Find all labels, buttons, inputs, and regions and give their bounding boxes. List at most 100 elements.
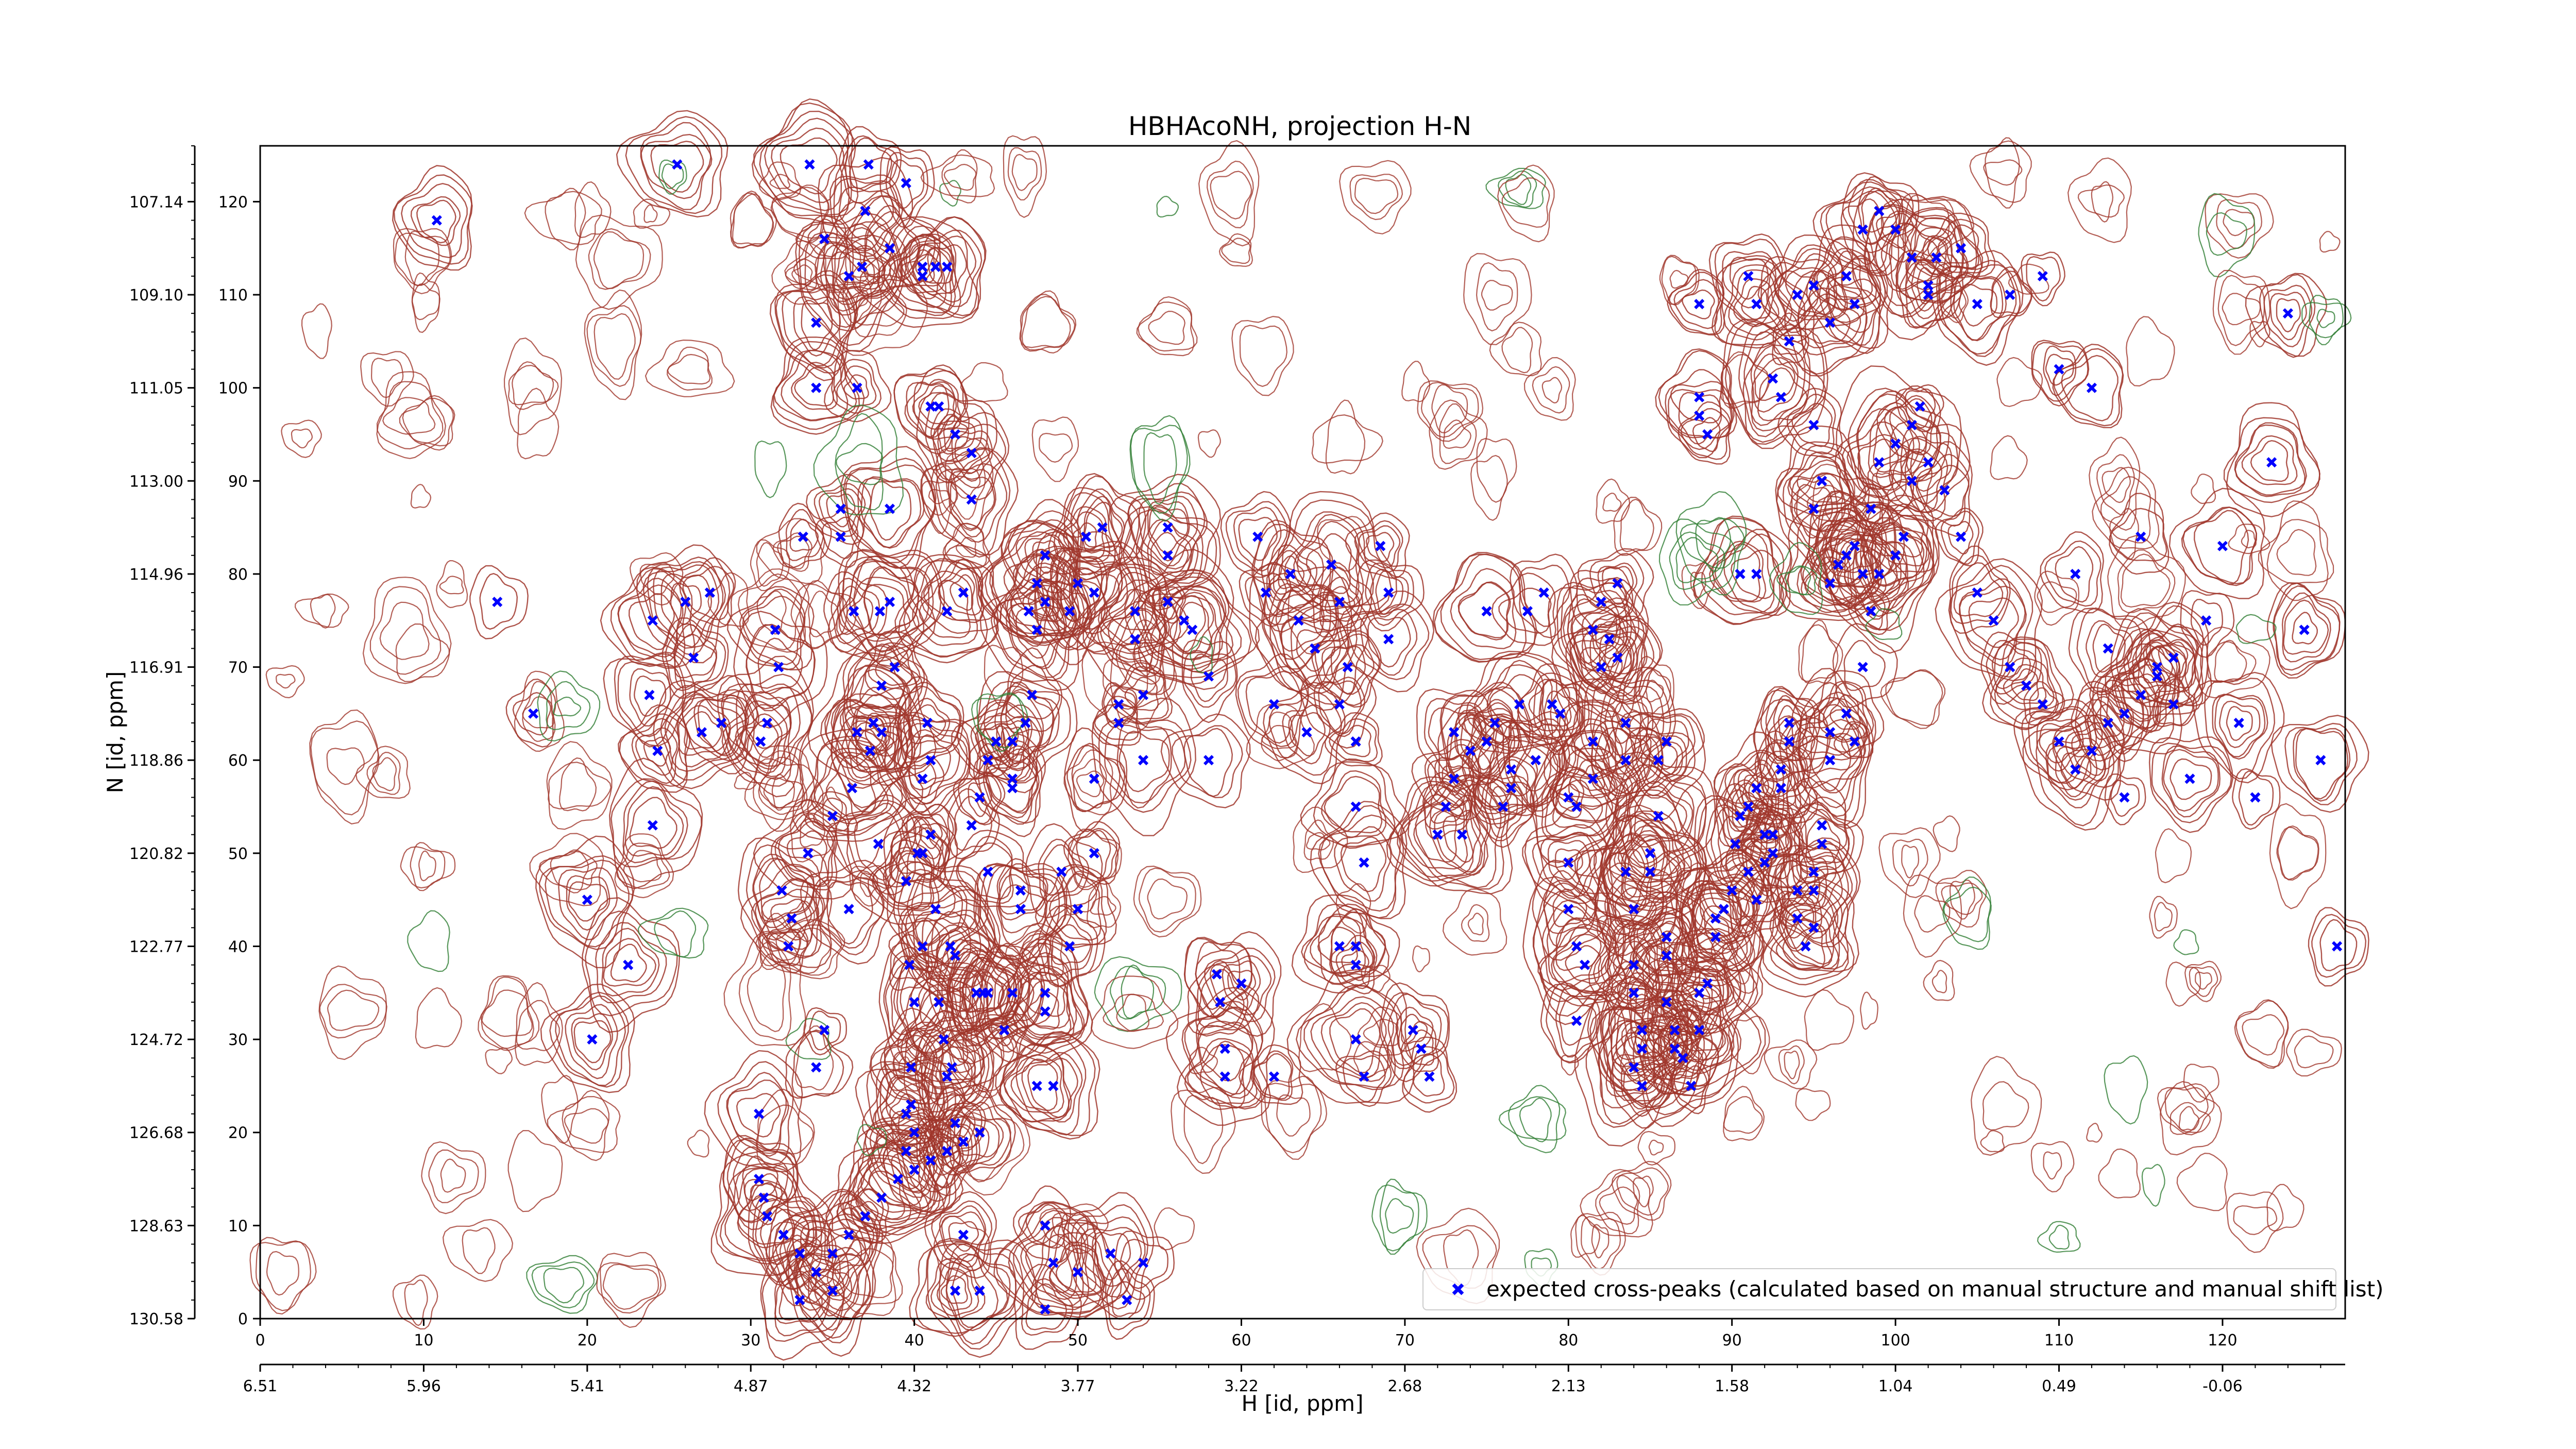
contour-line — [1777, 387, 1843, 459]
contour-line — [1860, 991, 1878, 1030]
contour-line — [697, 697, 747, 755]
contour-line — [1798, 682, 1868, 774]
contour-line — [2276, 298, 2301, 333]
contour-line — [1670, 1058, 1710, 1115]
contour-line — [890, 816, 950, 889]
contour-line — [898, 1056, 914, 1074]
cross-peak-marker — [925, 829, 936, 840]
negative-contour-line — [531, 1261, 595, 1309]
contour-line — [726, 1072, 787, 1157]
contour-line — [2100, 476, 2151, 544]
contour-line — [639, 562, 675, 595]
contour-line — [1971, 1055, 2042, 1156]
contour-line — [1491, 572, 1556, 646]
contour-line — [676, 694, 731, 768]
contour-line — [545, 860, 630, 948]
contour-line — [753, 799, 854, 900]
contour-line — [1091, 697, 1196, 836]
contour-line — [2071, 728, 2112, 777]
contour-line — [2292, 612, 2318, 645]
cross-peak-marker — [2103, 643, 2113, 654]
contour-line — [1522, 824, 1612, 904]
contour-line — [848, 137, 892, 189]
contour-line — [721, 673, 812, 780]
contour-line — [1875, 448, 1943, 513]
contour-line — [2104, 773, 2146, 825]
contour-line — [1756, 803, 1791, 844]
contour-line — [436, 560, 468, 609]
contour-line — [1197, 969, 1245, 1030]
contour-line — [275, 673, 296, 689]
contour-line — [944, 450, 986, 520]
contour-line — [1255, 594, 1368, 705]
contour-line — [1784, 271, 1881, 377]
contour-line — [2143, 626, 2199, 689]
cross-peak-marker — [1031, 625, 1042, 635]
contour-line — [1880, 198, 1975, 262]
cross-peak-marker — [1661, 736, 1672, 747]
cross-peak-marker — [1359, 857, 1369, 868]
contour-line — [2189, 966, 2218, 997]
cross-peak-marker — [2054, 364, 2064, 375]
contour-line — [1401, 794, 1468, 870]
contour-line — [928, 489, 951, 504]
x-ppm-tick-label: 3.22 — [1224, 1377, 1259, 1395]
cross-peak-marker — [761, 1211, 773, 1222]
contour-line — [1816, 247, 1873, 300]
contour-line — [1306, 832, 1331, 851]
cross-peak-marker — [1130, 634, 1141, 645]
contour-line — [889, 244, 951, 308]
contour-line — [2053, 348, 2124, 427]
contour-line — [2158, 641, 2189, 677]
contour-line — [1034, 580, 1108, 651]
contour-line — [1596, 478, 1631, 524]
contour-line — [1675, 948, 1741, 1016]
contour-line — [2250, 440, 2289, 482]
contour-line — [2096, 454, 2135, 516]
contour-line — [1415, 779, 1502, 889]
contour-line — [1293, 806, 1348, 873]
negative-contour-line — [1776, 565, 1818, 596]
cross-peak-marker — [917, 941, 928, 952]
cross-peak-marker — [827, 1248, 838, 1259]
cross-peak-marker — [1080, 531, 1091, 542]
contour-line — [760, 1237, 845, 1361]
contour-line — [747, 953, 786, 1033]
cross-peak-marker — [1906, 419, 1917, 430]
contour-line — [1723, 1096, 1763, 1134]
contour-line — [954, 796, 993, 851]
y-ppm-tick-label: 126.68 — [129, 1124, 183, 1142]
cross-peak-marker — [892, 1173, 903, 1185]
cross-peak-marker — [1784, 717, 1794, 729]
cross-peak-marker — [1710, 913, 1721, 924]
contour-line — [773, 349, 857, 422]
contour-line — [1081, 639, 1177, 734]
cross-peak-marker — [492, 597, 503, 608]
contour-line — [1681, 951, 1735, 1013]
contour-line — [1852, 190, 1977, 341]
contour-line — [923, 559, 998, 621]
cross-peak-marker — [945, 941, 956, 952]
contour-line — [1148, 506, 1189, 553]
contour-line — [2034, 570, 2080, 626]
contour-line — [1661, 256, 1697, 306]
x-id-axis: 0 10 20 30 40 50 60 70 80 90 100 110 120 — [255, 1319, 2238, 1350]
contour-line — [507, 1130, 563, 1212]
contour-line — [1783, 840, 1845, 909]
cross-peak-marker — [2233, 717, 2244, 729]
contour-line — [566, 875, 611, 931]
contour-line — [878, 942, 954, 1065]
cross-peak-marker — [1489, 717, 1500, 729]
contour-line — [786, 1234, 815, 1272]
contour-line — [1634, 1010, 1714, 1092]
contour-line — [815, 877, 884, 949]
cross-peak-marker — [904, 959, 915, 970]
contour-line — [1276, 1094, 1311, 1137]
contour-line — [318, 965, 387, 1060]
contour-line — [1533, 679, 1590, 755]
cross-peak-marker — [958, 1229, 969, 1240]
contour-line — [1996, 357, 2043, 407]
cross-peak-marker — [1375, 541, 1386, 551]
cross-peak-marker — [852, 727, 862, 738]
contour-line — [327, 989, 380, 1031]
